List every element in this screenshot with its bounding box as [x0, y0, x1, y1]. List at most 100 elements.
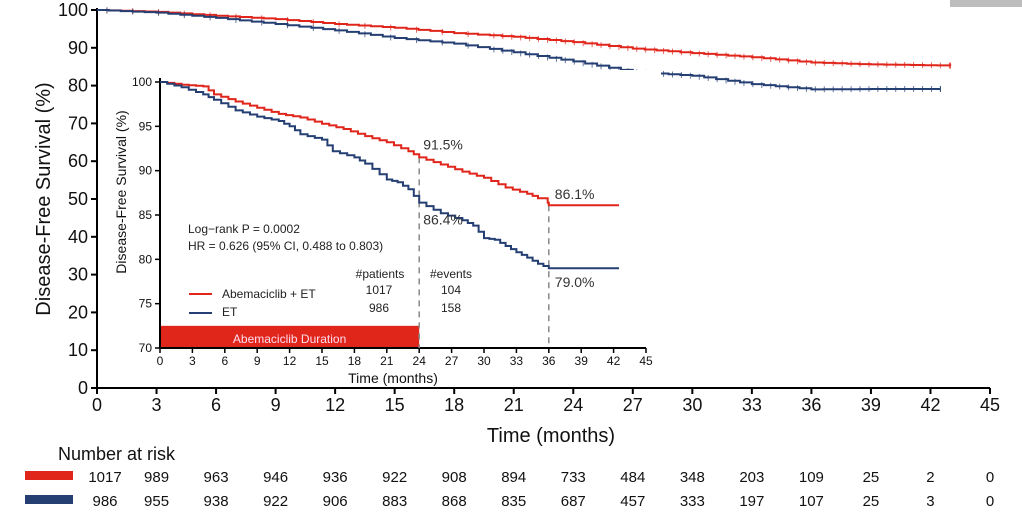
annotation-86-1pct: 86.1%: [555, 186, 595, 202]
inset-background: Abemaciclib Duration: [115, 70, 661, 384]
risk-value: 733: [561, 469, 586, 486]
inset-x-tick-label: 33: [510, 354, 524, 368]
risk-swatch-et: [25, 495, 73, 504]
legend-header-events: #events: [430, 267, 472, 281]
risk-value: 2: [926, 469, 934, 486]
main-y-tick-label: 10: [68, 340, 88, 360]
legend-patients-et: 986: [369, 301, 389, 315]
main-y-tick-label: 50: [68, 189, 88, 209]
inset-series-line-et: [160, 81, 619, 270]
annotation-79-0pct: 79.0%: [555, 274, 595, 290]
inset-y-tick-label: 70: [139, 341, 153, 355]
inset-axes: 0 3 6 9 12 15 18 21 24 27 30 33 36 39 42 45707580859095…: [132, 75, 653, 368]
annotation-91-5pct: 91.5%: [423, 136, 463, 152]
risk-value: 687: [561, 493, 586, 510]
main-x-tick-label: 21: [504, 395, 524, 415]
main-x-tick-label: 30: [682, 395, 702, 415]
inset-x-tick-label: 0: [157, 354, 164, 368]
hazard-ratio: HR = 0.626 (95% CI, 0.488 to 0.803): [188, 239, 383, 253]
main-x-tick-label: 18: [444, 395, 464, 415]
main-x-tick-label: 27: [623, 395, 643, 415]
risk-value: 25: [863, 493, 880, 510]
main-y-tick-label: 80: [68, 76, 88, 96]
main-x-tick-label: 24: [563, 395, 583, 415]
risk-value: 197: [739, 493, 764, 510]
inset-x-tick-label: 42: [607, 354, 621, 368]
risk-value: 908: [442, 469, 467, 486]
inset-x-tick-label: 6: [221, 354, 228, 368]
main-x-tick-label: 33: [742, 395, 762, 415]
inset-x-tick-label: 45: [639, 354, 653, 368]
risk-value: 1017: [88, 469, 121, 486]
risk-value: 3: [926, 493, 934, 510]
main-x-tick-label: 45: [980, 395, 1000, 415]
risk-value: 868: [442, 493, 467, 510]
main-y-tick-label: 30: [68, 265, 88, 285]
inset-x-tick-label: 36: [542, 354, 556, 368]
inset-x-tick-label: 39: [575, 354, 589, 368]
main-y-tick-label: 60: [68, 151, 88, 171]
main-y-tick-label: 100: [58, 0, 88, 20]
main-y-tick-label: 90: [68, 38, 88, 58]
main-x-tick-label: 36: [801, 395, 821, 415]
risk-swatch-abemaciclib: [25, 471, 73, 480]
risk-value: 835: [501, 493, 526, 510]
inset-series: [160, 81, 619, 270]
inset-y-tick-label: 100: [132, 75, 152, 89]
legend-label-et: ET: [222, 305, 238, 319]
main-y-tick-label: 70: [68, 113, 88, 133]
main-x-tick-label: 15: [385, 395, 405, 415]
risk-value: 348: [680, 469, 705, 486]
risk-value: 936: [323, 469, 348, 486]
legend-events-abemaciclib: 104: [441, 283, 461, 297]
risk-value: 0: [986, 469, 994, 486]
inset-y-tick-label: 85: [139, 208, 153, 222]
number-at-risk-table: 1017 989 963 946 936 922 908 894 733 484 348 203 109…: [25, 469, 994, 510]
main-axes: 0 3 6 9 12 15 18 21 24 27 30 33 36 39 42 45010203040506…: [58, 0, 1000, 415]
risk-value: 938: [204, 493, 229, 510]
risk-value: 906: [323, 493, 348, 510]
inset-annotations: 91.5% 86.4% 86.1% 79.0%: [423, 136, 594, 290]
main-series: [97, 7, 952, 93]
risk-value: 203: [739, 469, 764, 486]
annotation-86-4pct: 86.4%: [423, 212, 463, 228]
inset-series-line-abemaciclib: [160, 81, 619, 207]
main-x-tick-label: 3: [152, 395, 162, 415]
risk-value: 894: [501, 469, 526, 486]
main-x-tick-label: 12: [325, 395, 345, 415]
inset-x-tick-label: 27: [445, 354, 459, 368]
inset-x-tick-label: 3: [189, 354, 196, 368]
abemaciclib-duration-label: Abemaciclib Duration: [233, 332, 346, 346]
main-series-line-abemaciclib: [97, 9, 952, 67]
risk-value: 107: [799, 493, 824, 510]
main-y-tick-label: 40: [68, 227, 88, 247]
risk-value: 0: [986, 493, 994, 510]
main-x-axis-label: Time (months): [487, 425, 615, 447]
main-y-tick-label: 0: [78, 378, 88, 398]
main-series-line-et: [97, 9, 941, 91]
inset-x-tick-label: 9: [254, 354, 261, 368]
logrank-p-value: Log−rank P = 0.0002: [188, 222, 300, 236]
risk-value: 333: [680, 493, 705, 510]
inset-x-tick-label: 24: [413, 354, 427, 368]
inset-y-tick-label: 95: [139, 119, 153, 133]
risk-value: 922: [382, 469, 407, 486]
risk-value: 25: [863, 469, 880, 486]
main-x-tick-label: 39: [861, 395, 881, 415]
risk-value: 986: [92, 493, 117, 510]
legend-header-patients: #patients: [356, 267, 405, 281]
risk-value: 955: [144, 493, 169, 510]
number-at-risk-title: Number at risk: [58, 444, 176, 464]
inset-x-tick-label: 30: [477, 354, 491, 368]
inset-y-tick-label: 90: [139, 164, 153, 178]
risk-value: 946: [263, 469, 288, 486]
risk-value: 922: [263, 493, 288, 510]
main-y-tick-label: 20: [68, 302, 88, 322]
top-gray-strip: [950, 0, 1022, 7]
inset-x-tick-label: 15: [315, 354, 329, 368]
inset-x-axis-label: Time (months): [348, 370, 438, 386]
inset-x-tick-label: 21: [380, 354, 394, 368]
abemaciclib-duration-bar: [160, 325, 420, 348]
inset-x-tick-label: 12: [283, 354, 297, 368]
